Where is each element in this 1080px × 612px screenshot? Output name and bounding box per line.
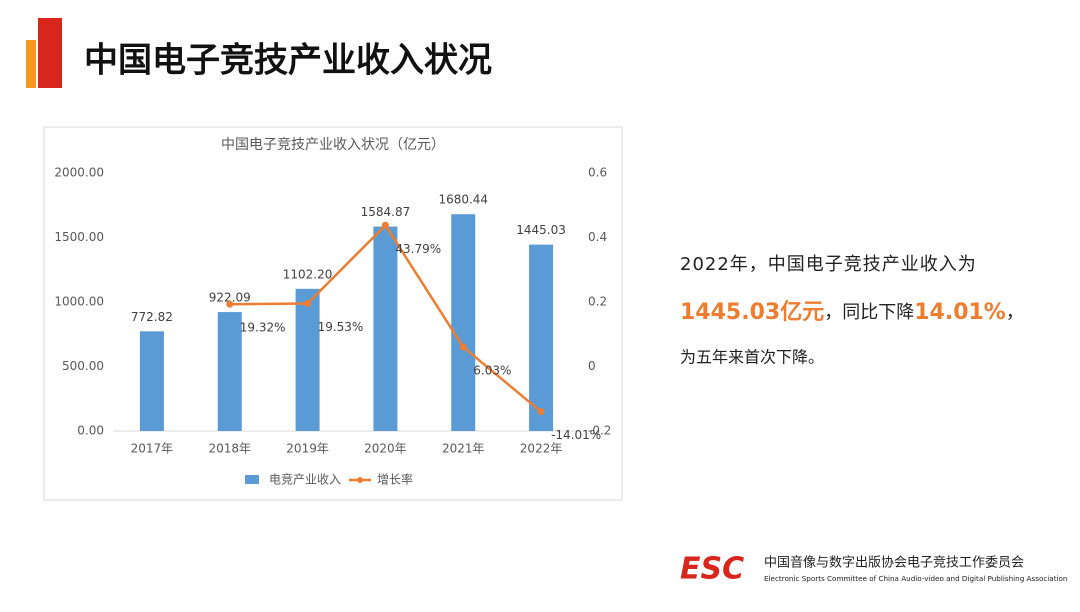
- x-tick-label: 2021年: [442, 442, 485, 456]
- y-tick-label: 1000.00: [54, 295, 104, 309]
- summary-line: 为五年来首次下降。: [680, 348, 824, 367]
- x-tick-label: 2017年: [131, 442, 174, 456]
- y2-tick-label: 0.6: [588, 166, 607, 180]
- legend-label: 增长率: [377, 472, 413, 487]
- bar: [373, 226, 398, 431]
- data-label: 1584.87: [361, 205, 411, 219]
- accent-bar: [38, 18, 62, 88]
- data-label: -14.01%: [551, 428, 601, 442]
- x-tick-label: 2018年: [208, 442, 251, 456]
- accent-bar: [26, 40, 36, 88]
- data-label: 1102.20: [283, 267, 333, 281]
- line-marker: [226, 300, 234, 308]
- chart-title: 中国电子竞技产业收入状况（亿元）: [221, 136, 445, 153]
- summary-segment: ，同比下降: [824, 302, 914, 323]
- line-marker: [537, 408, 545, 416]
- x-tick-label: 2019年: [286, 442, 329, 456]
- data-label: 6.03%: [473, 364, 511, 378]
- summary-segment: 1445.03亿元: [680, 300, 824, 325]
- summary-segment: ，: [1006, 302, 1024, 323]
- org-cn: 中国音像与数字出版协会电子竞技工作委员会: [764, 555, 1024, 571]
- y-tick-label: 500.00: [62, 359, 104, 373]
- data-label: 1445.03: [516, 223, 566, 237]
- data-label: 772.82: [131, 310, 173, 324]
- logo: ESC: [680, 552, 744, 587]
- bar: [217, 312, 242, 431]
- x-tick-label: 2022年: [520, 442, 563, 456]
- data-label: 19.53%: [318, 320, 364, 334]
- y2-tick-label: 0.4: [588, 230, 607, 244]
- y-tick-label: 2000.00: [54, 166, 104, 180]
- org-en: Electronic Sports Committee of China Aud…: [764, 574, 1067, 583]
- y-tick-label: 1500.00: [54, 230, 104, 244]
- y2-tick-label: 0: [588, 359, 596, 373]
- legend-swatch: [357, 477, 364, 483]
- slide-title: 中国电子竞技产业收入状况: [84, 41, 492, 81]
- bar: [295, 288, 320, 431]
- line-marker: [459, 343, 467, 351]
- legend-swatch: [245, 475, 259, 484]
- line-marker: [381, 221, 389, 229]
- y2-tick-label: 0.2: [588, 295, 607, 309]
- summary-segment: 14.01%: [914, 300, 1006, 325]
- bar: [529, 244, 554, 431]
- data-label: 922.09: [209, 291, 251, 305]
- bar: [451, 214, 476, 431]
- summary-line: 2022年，中国电子竞技产业收入为: [680, 254, 977, 275]
- data-label: 1680.44: [438, 193, 488, 207]
- y2-tick-label: -0.2: [588, 424, 611, 438]
- bar: [139, 331, 164, 431]
- x-tick-label: 2020年: [364, 442, 407, 456]
- y-tick-label: 0.00: [77, 424, 104, 438]
- chart-frame: [43, 126, 623, 501]
- data-label: 43.79%: [395, 242, 441, 256]
- legend-label: 电竞产业收入: [269, 473, 341, 487]
- summary-line: 1445.03亿元，同比下降14.01%，: [680, 300, 1024, 325]
- line-marker: [304, 300, 312, 308]
- data-label: 19.32%: [240, 321, 286, 335]
